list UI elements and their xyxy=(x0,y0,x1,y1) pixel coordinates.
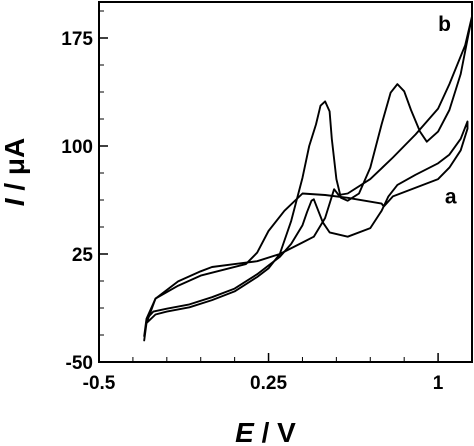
y-axis-title-symbol: I xyxy=(0,197,30,206)
plot-frame xyxy=(98,1,473,363)
curve-label-a: a xyxy=(445,186,457,209)
curve-labels: ab xyxy=(438,13,457,209)
y-tick-label: 100 xyxy=(61,137,93,158)
x-tick-label: 1 xyxy=(433,373,444,394)
x-axis-title-unit: / V xyxy=(254,417,296,446)
series-curve-a xyxy=(143,120,469,338)
x-axis-ticks: -0.5 0.25 1 xyxy=(83,353,444,394)
y-axis-title: I / μA xyxy=(0,138,30,206)
y-tick-label: 175 xyxy=(61,29,93,50)
x-axis-title: E / V xyxy=(235,417,296,446)
series-layer xyxy=(143,15,473,342)
curve-label-b: b xyxy=(438,13,451,36)
y-tick-label: 25 xyxy=(72,245,94,266)
x-tick-label: -0.5 xyxy=(83,373,116,394)
series-curve-b xyxy=(143,15,473,342)
y-axis-ticks: -50 25 100 175 xyxy=(61,10,108,374)
x-tick-label: 0.25 xyxy=(250,373,287,394)
y-axis-title-unit: / μA xyxy=(0,138,30,199)
svg-text:E / V: E / V xyxy=(235,417,296,446)
svg-text:I / μA: I / μA xyxy=(0,138,30,206)
y-tick-label: -50 xyxy=(66,353,93,374)
x-axis-title-symbol: E xyxy=(235,417,255,446)
